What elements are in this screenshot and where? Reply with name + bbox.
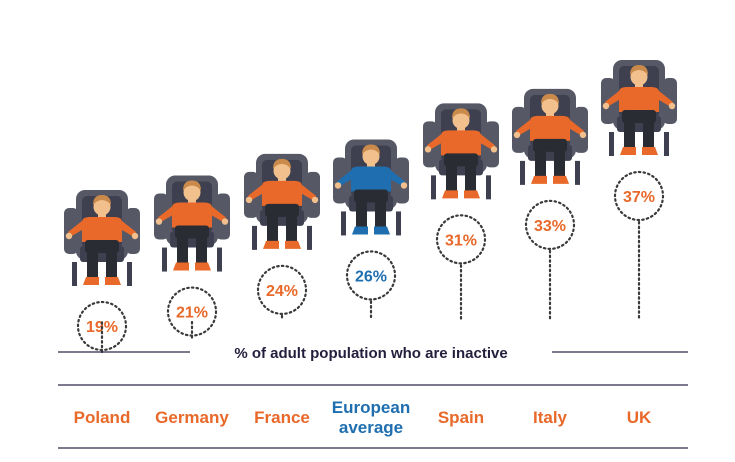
x-axis: % of adult population who are inactive	[58, 345, 688, 449]
seated-figure-icon	[244, 153, 320, 250]
chart-marks: 19% 21% 24% 26% 31% 33% 37%	[64, 60, 677, 354]
bar-germany: 21%	[154, 175, 230, 339]
value-badge: 24%	[256, 264, 308, 315]
value-label: 24%	[266, 283, 298, 300]
value-badge: 33%	[524, 199, 576, 250]
category-label-germany: Germany	[155, 408, 229, 427]
category-label-european-average: European average	[332, 398, 410, 437]
seated-figure-icon	[333, 139, 409, 236]
category-label-italy: Italy	[533, 408, 568, 427]
value-label: 33%	[534, 218, 566, 235]
seated-figure-icon	[423, 103, 499, 200]
seated-figure-icon	[512, 88, 588, 185]
x-axis-label: % of adult population who are inactive	[234, 345, 507, 362]
bar-uk: 37%	[601, 60, 677, 322]
category-label-france: France	[254, 408, 310, 427]
seated-figure-icon	[601, 60, 677, 156]
bar-france: 24%	[244, 153, 320, 322]
category-label-uk: UK	[627, 408, 652, 427]
seated-figure-icon	[154, 175, 230, 272]
value-label: 31%	[445, 232, 477, 249]
value-label: 21%	[176, 305, 208, 322]
category-labels: Poland Germany France European average Spain I…	[74, 398, 652, 437]
bar-italy: 33%	[512, 88, 588, 322]
value-badge: 31%	[435, 214, 487, 265]
bar-european-average: 26%	[333, 139, 409, 322]
category-label-poland: Poland	[74, 408, 131, 427]
value-label: 37%	[623, 189, 655, 206]
bar-poland: 19%	[64, 190, 140, 354]
value-label: 26%	[355, 268, 387, 285]
value-badge: 37%	[613, 170, 665, 222]
bar-spain: 31%	[423, 103, 499, 322]
seated-figure-icon	[64, 190, 140, 286]
category-label-spain: Spain	[438, 408, 484, 427]
value-badge: 26%	[345, 250, 397, 301]
